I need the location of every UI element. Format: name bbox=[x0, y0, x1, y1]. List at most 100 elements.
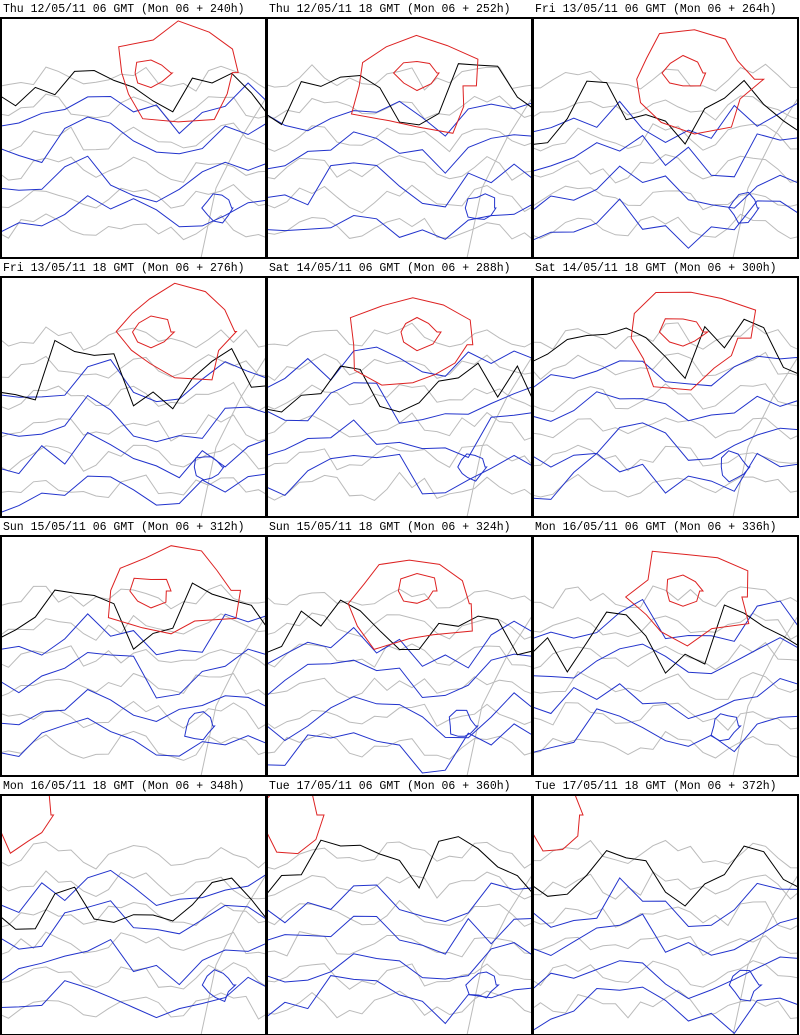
blue-contour bbox=[728, 969, 763, 1002]
blue-contour bbox=[1, 717, 266, 758]
blue-contour bbox=[201, 969, 237, 1003]
blue-contour bbox=[457, 453, 488, 482]
map-panel: Tue 17/05/11 06 GMT (Mon 06 + 360h) bbox=[266, 780, 533, 1035]
map-panel: Mon 16/05/11 06 GMT (Mon 06 + 336h) bbox=[532, 521, 799, 777]
coastline bbox=[200, 356, 266, 517]
coastline bbox=[267, 471, 532, 501]
coastline bbox=[267, 990, 532, 1019]
coastline bbox=[533, 63, 798, 92]
coastline bbox=[732, 615, 798, 776]
panel-frame bbox=[266, 794, 533, 1035]
coastline bbox=[267, 353, 532, 382]
blue-contour bbox=[1, 869, 266, 914]
coastline bbox=[1, 962, 266, 990]
blue-contour bbox=[267, 882, 532, 924]
coastline bbox=[1, 381, 266, 412]
blue-contour bbox=[464, 193, 497, 220]
blue-contour bbox=[184, 711, 216, 741]
red-contour bbox=[118, 20, 239, 123]
red-contour bbox=[134, 59, 174, 89]
coastline bbox=[1, 992, 266, 1020]
coastline bbox=[533, 585, 798, 609]
black-contour bbox=[1, 69, 266, 113]
coastline bbox=[267, 216, 532, 240]
coastline bbox=[267, 963, 532, 990]
map-contours bbox=[267, 34, 532, 258]
blue-contour bbox=[267, 382, 532, 424]
coastline bbox=[267, 155, 532, 181]
coastline bbox=[533, 185, 798, 211]
blue-contour bbox=[1, 613, 266, 656]
blue-contour bbox=[533, 956, 798, 1000]
blue-contour bbox=[267, 412, 532, 459]
coastline bbox=[267, 612, 532, 640]
panel-title: Sun 15/05/11 18 GMT (Mon 06 + 324h) bbox=[269, 521, 511, 534]
map-panel: Mon 16/05/11 18 GMT (Mon 06 + 348h) bbox=[0, 780, 267, 1035]
blue-contour bbox=[720, 450, 751, 483]
coastline bbox=[1, 183, 266, 209]
coastline bbox=[200, 615, 266, 776]
black-contour bbox=[533, 845, 798, 907]
blue-contour bbox=[533, 355, 798, 389]
coastline bbox=[267, 125, 532, 153]
map-panel: Sun 15/05/11 06 GMT (Mon 06 + 312h) bbox=[0, 521, 267, 777]
red-contour bbox=[397, 572, 438, 604]
coastline bbox=[466, 97, 532, 258]
blue-contour bbox=[533, 877, 798, 928]
coastline bbox=[1, 443, 266, 472]
map-contours bbox=[1, 282, 266, 517]
black-contour bbox=[1, 877, 266, 930]
coastline bbox=[1, 122, 266, 153]
panel-frame bbox=[532, 535, 799, 777]
coastline bbox=[267, 841, 532, 870]
blue-contour bbox=[1, 938, 266, 986]
red-contour bbox=[400, 316, 442, 352]
blue-contour bbox=[1, 359, 266, 403]
panel-frame bbox=[532, 17, 799, 259]
red-contour bbox=[658, 318, 710, 347]
coastline bbox=[466, 356, 532, 517]
map-contours bbox=[533, 291, 798, 517]
panel-title: Tue 17/05/11 06 GMT (Mon 06 + 360h) bbox=[269, 780, 511, 793]
blue-contour bbox=[533, 637, 798, 679]
coastline bbox=[1, 645, 266, 668]
blue-contour bbox=[267, 453, 532, 497]
blue-contour bbox=[533, 452, 798, 500]
coastline bbox=[1, 584, 266, 610]
map-contours bbox=[267, 297, 532, 517]
coastline bbox=[466, 874, 532, 1035]
red-contour bbox=[350, 34, 479, 134]
red-contour bbox=[666, 574, 705, 607]
coastline bbox=[533, 322, 798, 350]
coastline bbox=[267, 444, 532, 471]
blue-contour bbox=[533, 422, 798, 468]
black-contour bbox=[267, 362, 532, 413]
blue-contour bbox=[267, 131, 532, 174]
red-contour bbox=[267, 795, 325, 855]
blue-contour bbox=[201, 193, 234, 224]
coastline bbox=[533, 730, 798, 759]
map-panel: Thu 12/05/11 06 GMT (Mon 06 + 240h) bbox=[0, 3, 267, 259]
coastline bbox=[533, 417, 798, 440]
black-contour bbox=[533, 79, 798, 145]
blue-contour bbox=[267, 653, 532, 699]
coastline bbox=[1, 870, 266, 900]
coastline bbox=[1, 931, 266, 955]
map-panel: Sat 14/05/11 06 GMT (Mon 06 + 288h) bbox=[266, 262, 533, 518]
map-contours bbox=[533, 550, 798, 776]
panel-title: Sat 14/05/11 18 GMT (Mon 06 + 300h) bbox=[535, 262, 777, 275]
blue-contour bbox=[728, 191, 760, 224]
panel-title: Mon 16/05/11 06 GMT (Mon 06 + 336h) bbox=[535, 521, 777, 534]
map-contours bbox=[267, 559, 532, 776]
blue-contour bbox=[267, 162, 532, 208]
blue-contour bbox=[267, 723, 532, 774]
blue-contour bbox=[1, 155, 266, 203]
red-contour bbox=[630, 291, 757, 391]
map-panel: Sun 15/05/11 18 GMT (Mon 06 + 324h) bbox=[266, 521, 533, 777]
blue-contour bbox=[1, 116, 266, 164]
coastline bbox=[267, 899, 532, 927]
black-contour bbox=[533, 604, 798, 674]
coastline bbox=[533, 123, 798, 152]
coastline bbox=[1, 65, 266, 92]
